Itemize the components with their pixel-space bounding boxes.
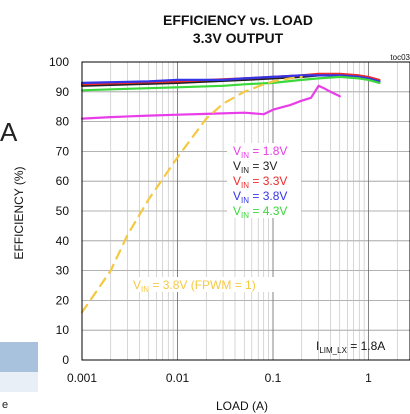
y-tick-label: 70: [56, 144, 70, 158]
legend-entry-0: VIN = 1.8V: [233, 144, 287, 160]
chart-subtitle: 3.3V OUTPUT: [193, 30, 284, 46]
x-tick-label: 0.01: [166, 371, 190, 385]
legend-entry-4: VIN = 4.3V: [233, 204, 287, 220]
legend-entry-3: VIN = 3.8V: [233, 189, 287, 205]
y-tick-label: 0: [62, 353, 69, 367]
plot-frame: [81, 61, 410, 361]
y-tick-label: 100: [49, 55, 69, 69]
legend-bg: [227, 143, 301, 158]
legend-bg: [227, 173, 301, 188]
fpwm-label-bg: [128, 277, 276, 292]
background-fragment-header: [0, 342, 38, 372]
x-tick-label: 0.1: [265, 371, 282, 385]
series-line-0: [80, 84, 341, 120]
x-tick-label: 1: [365, 371, 372, 385]
annotations: VIN = 3.8V (FPWM = 1) ILIM_LX = 1.8A: [128, 277, 385, 355]
y-tick-label: 50: [56, 204, 70, 218]
current-limit-annotation: ILIM_LX = 1.8A: [316, 339, 385, 355]
y-tick-label: 30: [56, 264, 70, 278]
series-line-3: [80, 74, 381, 85]
legend-entry-2: VIN = 3.3V: [233, 174, 287, 190]
y-tick-labels: 0 10 20 30 40 50 60 70 80 90 100: [49, 55, 69, 367]
y-tick-label: 60: [56, 174, 70, 188]
y-tick-label: 90: [56, 85, 70, 99]
legend-bg: [227, 188, 301, 203]
series-line-4: [80, 75, 381, 92]
legend-entry-1: VIN = 3V: [233, 159, 277, 175]
legend-bg: [227, 158, 301, 173]
chart-title: EFFICIENCY vs. LOAD: [163, 12, 313, 28]
data-series: [80, 72, 381, 314]
background-fragment-letter: A: [0, 117, 18, 147]
y-tick-label: 20: [56, 293, 70, 307]
fpwm-label: VIN = 3.8V (FPWM = 1): [133, 278, 256, 294]
x-tick-labels: 0.001 0.01 0.1 1: [67, 371, 372, 385]
figure-id: toc03: [390, 53, 410, 62]
x-tick-label: 0.001: [67, 371, 97, 385]
y-tick-label: 10: [56, 323, 70, 337]
y-axis-label: EFFICIENCY (%): [12, 166, 26, 259]
x-axis-label: LOAD (A): [216, 399, 268, 413]
legend-bg: [227, 203, 301, 218]
y-tick-label: 40: [56, 234, 70, 248]
background-fragment-word: e: [2, 399, 8, 411]
series-line-5: [80, 75, 303, 314]
y-tick-label: 80: [56, 115, 70, 129]
